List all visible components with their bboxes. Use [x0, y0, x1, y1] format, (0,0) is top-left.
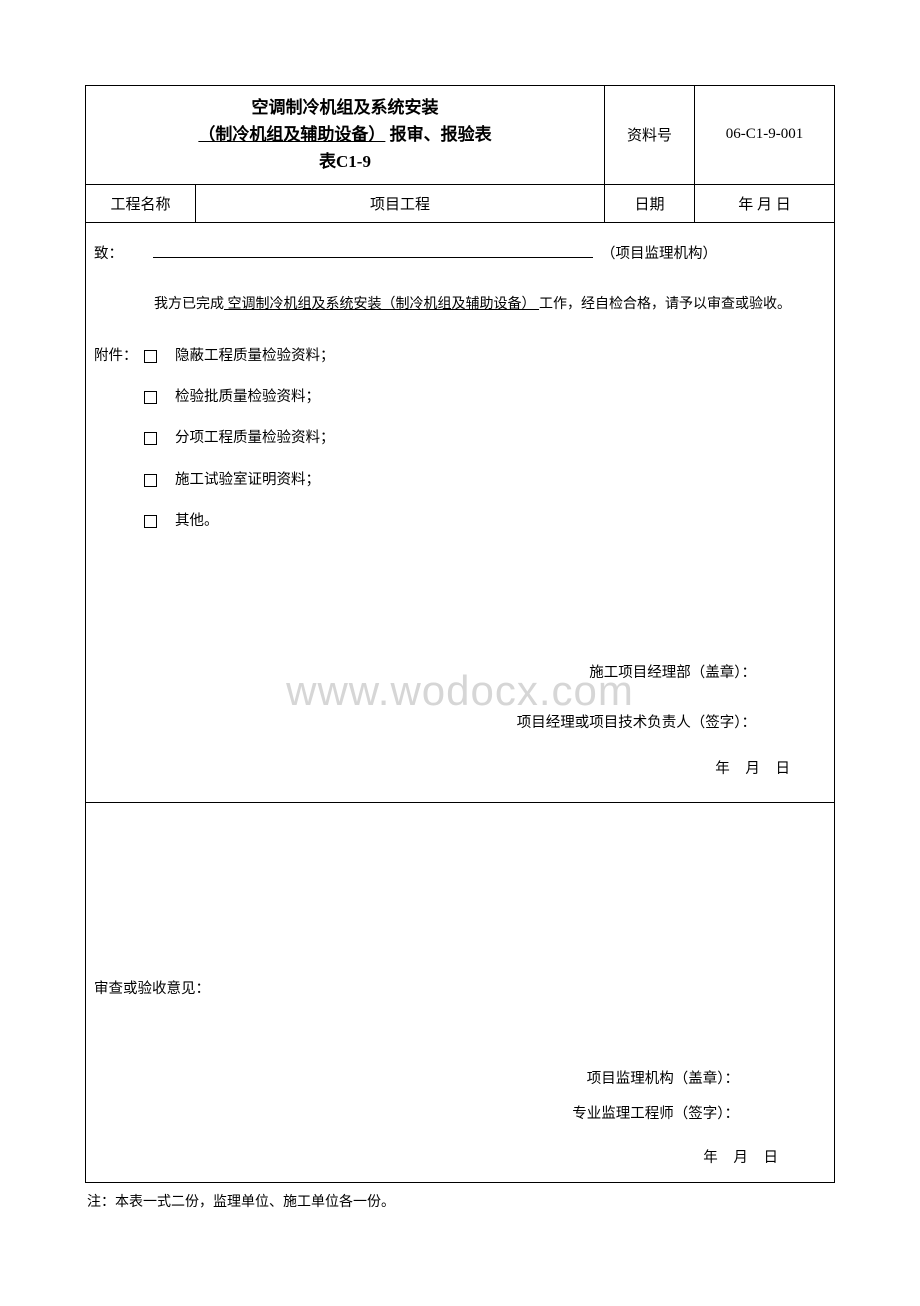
to-line: 致： （项目监理机构） — [94, 238, 826, 271]
checkbox-icon[interactable] — [144, 391, 157, 404]
to-label: 致： — [94, 238, 123, 271]
title-underlined: （制冷机组及辅助设备） — [198, 125, 385, 144]
attach-label: 附件： — [94, 340, 144, 373]
checkbox-icon[interactable] — [144, 474, 157, 487]
attach-item: 其他。 — [144, 505, 826, 538]
attach-item: 隐蔽工程质量检验资料； — [144, 340, 826, 373]
doc-no-value: 06-C1-9-001 — [695, 86, 835, 185]
attach-item: 施工试验室证明资料； — [144, 464, 826, 497]
engineer-sign-line: 专业监理工程师（签字）： — [572, 1097, 739, 1132]
project-value: 项目工程 — [196, 184, 605, 222]
body-cell: www.wodocx.com 致： （项目监理机构） 我方已完成 空调制冷机组及… — [86, 222, 835, 802]
attach-items: 隐蔽工程质量检验资料； 检验批质量检验资料； 分项工程质量检验资料； 施工试验室… — [144, 340, 826, 547]
title-line1: 空调制冷机组及系统安装 — [94, 94, 596, 121]
review-cell: 审查或验收意见： 项目监理机构（盖章）： 专业监理工程师（签字）： 年 月 日 — [86, 802, 835, 1182]
attach-item: 分项工程质量检验资料； — [144, 422, 826, 455]
to-underline[interactable] — [153, 240, 593, 258]
attach-item-label: 分项工程质量检验资料； — [175, 422, 335, 455]
completion-prefix: 我方已完成 — [154, 297, 224, 312]
review-sig-block: 项目监理机构（盖章）： 专业监理工程师（签字）： — [572, 1062, 739, 1132]
contractor-stamp-line: 施工项目经理部（盖章）： — [94, 656, 826, 691]
footer-note: 注：本表一式二份，监理单位、施工单位各一份。 — [85, 1191, 835, 1211]
project-label: 工程名称 — [86, 184, 196, 222]
completion-line: 我方已完成 空调制冷机组及系统安装（制冷机组及辅助设备） 工作，经自检合格，请予… — [94, 289, 826, 321]
attach-item-label: 施工试验室证明资料； — [175, 464, 320, 497]
date-label: 日期 — [605, 184, 695, 222]
supervisor-stamp-line: 项目监理机构（盖章）： — [572, 1062, 739, 1097]
review-date: 年 月 日 — [703, 1146, 784, 1167]
review-title: 审查或验收意见： — [94, 977, 826, 998]
form-table: 空调制冷机组及系统安装 （制冷机组及辅助设备） 报审、报验表 表C1-9 资料号… — [85, 85, 835, 1183]
attach-item: 检验批质量检验资料； — [144, 381, 826, 414]
attach-section: 附件： 隐蔽工程质量检验资料； 检验批质量检验资料； 分项工程质量检验资料； — [94, 340, 826, 547]
title-line3: 表C1-9 — [94, 148, 596, 175]
checkbox-icon[interactable] — [144, 432, 157, 445]
to-suffix: （项目监理机构） — [601, 238, 717, 271]
doc-no-label: 资料号 — [605, 86, 695, 185]
completion-suffix: 工作，经自检合格，请予以审查或验收。 — [539, 297, 791, 312]
body-date: 年 月 日 — [94, 753, 826, 786]
pm-sign-line: 项目经理或项目技术负责人（签字）： — [94, 706, 826, 741]
form-title-cell: 空调制冷机组及系统安装 （制冷机组及辅助设备） 报审、报验表 表C1-9 — [86, 86, 605, 185]
checkbox-icon[interactable] — [144, 515, 157, 528]
title-rest: 报审、报验表 — [385, 125, 491, 144]
completion-underlined: 空调制冷机组及系统安装（制冷机组及辅助设备） — [224, 297, 539, 312]
attach-item-label: 其他。 — [175, 505, 219, 538]
attach-item-label: 隐蔽工程质量检验资料； — [175, 340, 335, 373]
title-line2: （制冷机组及辅助设备） 报审、报验表 — [94, 121, 596, 148]
attach-item-label: 检验批质量检验资料； — [175, 381, 320, 414]
date-value: 年 月 日 — [695, 184, 835, 222]
checkbox-icon[interactable] — [144, 350, 157, 363]
